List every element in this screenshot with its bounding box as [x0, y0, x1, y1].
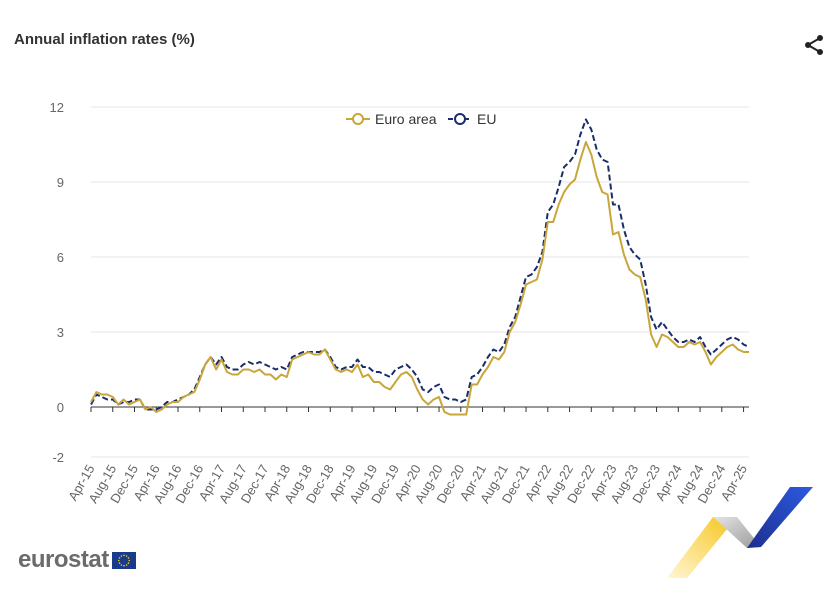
y-tick-label: 3: [57, 325, 64, 340]
line-chart: -2 0 3 6 9 12 Apr-15Aug-15Dec-15Apr-16Aug-16D…: [50, 100, 751, 506]
grid-lines: [91, 106, 749, 458]
x-axis: Apr-15Aug-15Dec-15Apr-16Aug-16Dec-16Apr-…: [65, 406, 750, 506]
legend-item-eu[interactable]: EU: [448, 111, 496, 127]
legend-label-euro-area: Euro area: [375, 111, 437, 127]
eurostat-logo: eurostat: [18, 546, 136, 574]
decorative-ribbon: [667, 487, 813, 578]
eu-flag-icon: [111, 551, 136, 569]
eurostat-wordmark: eurostat: [18, 546, 109, 573]
y-axis: -2 0 3 6 9 12: [50, 100, 64, 465]
series-line-euro-area[interactable]: [90, 141, 749, 416]
legend[interactable]: Euro area EU: [346, 111, 496, 127]
y-tick-label: 0: [57, 400, 64, 415]
y-tick-label: 6: [57, 250, 64, 265]
chart-title: Annual inflation rates (%): [14, 31, 195, 48]
y-tick-label: 9: [57, 175, 64, 190]
share-icon[interactable]: [802, 33, 826, 57]
legend-label-eu: EU: [477, 111, 496, 127]
y-tick-label: -2: [52, 450, 64, 465]
series-line-eu[interactable]: [90, 118, 750, 411]
y-tick-label: 12: [50, 100, 64, 115]
legend-item-euro-area[interactable]: Euro area: [346, 111, 437, 127]
series-lines: [90, 118, 750, 416]
